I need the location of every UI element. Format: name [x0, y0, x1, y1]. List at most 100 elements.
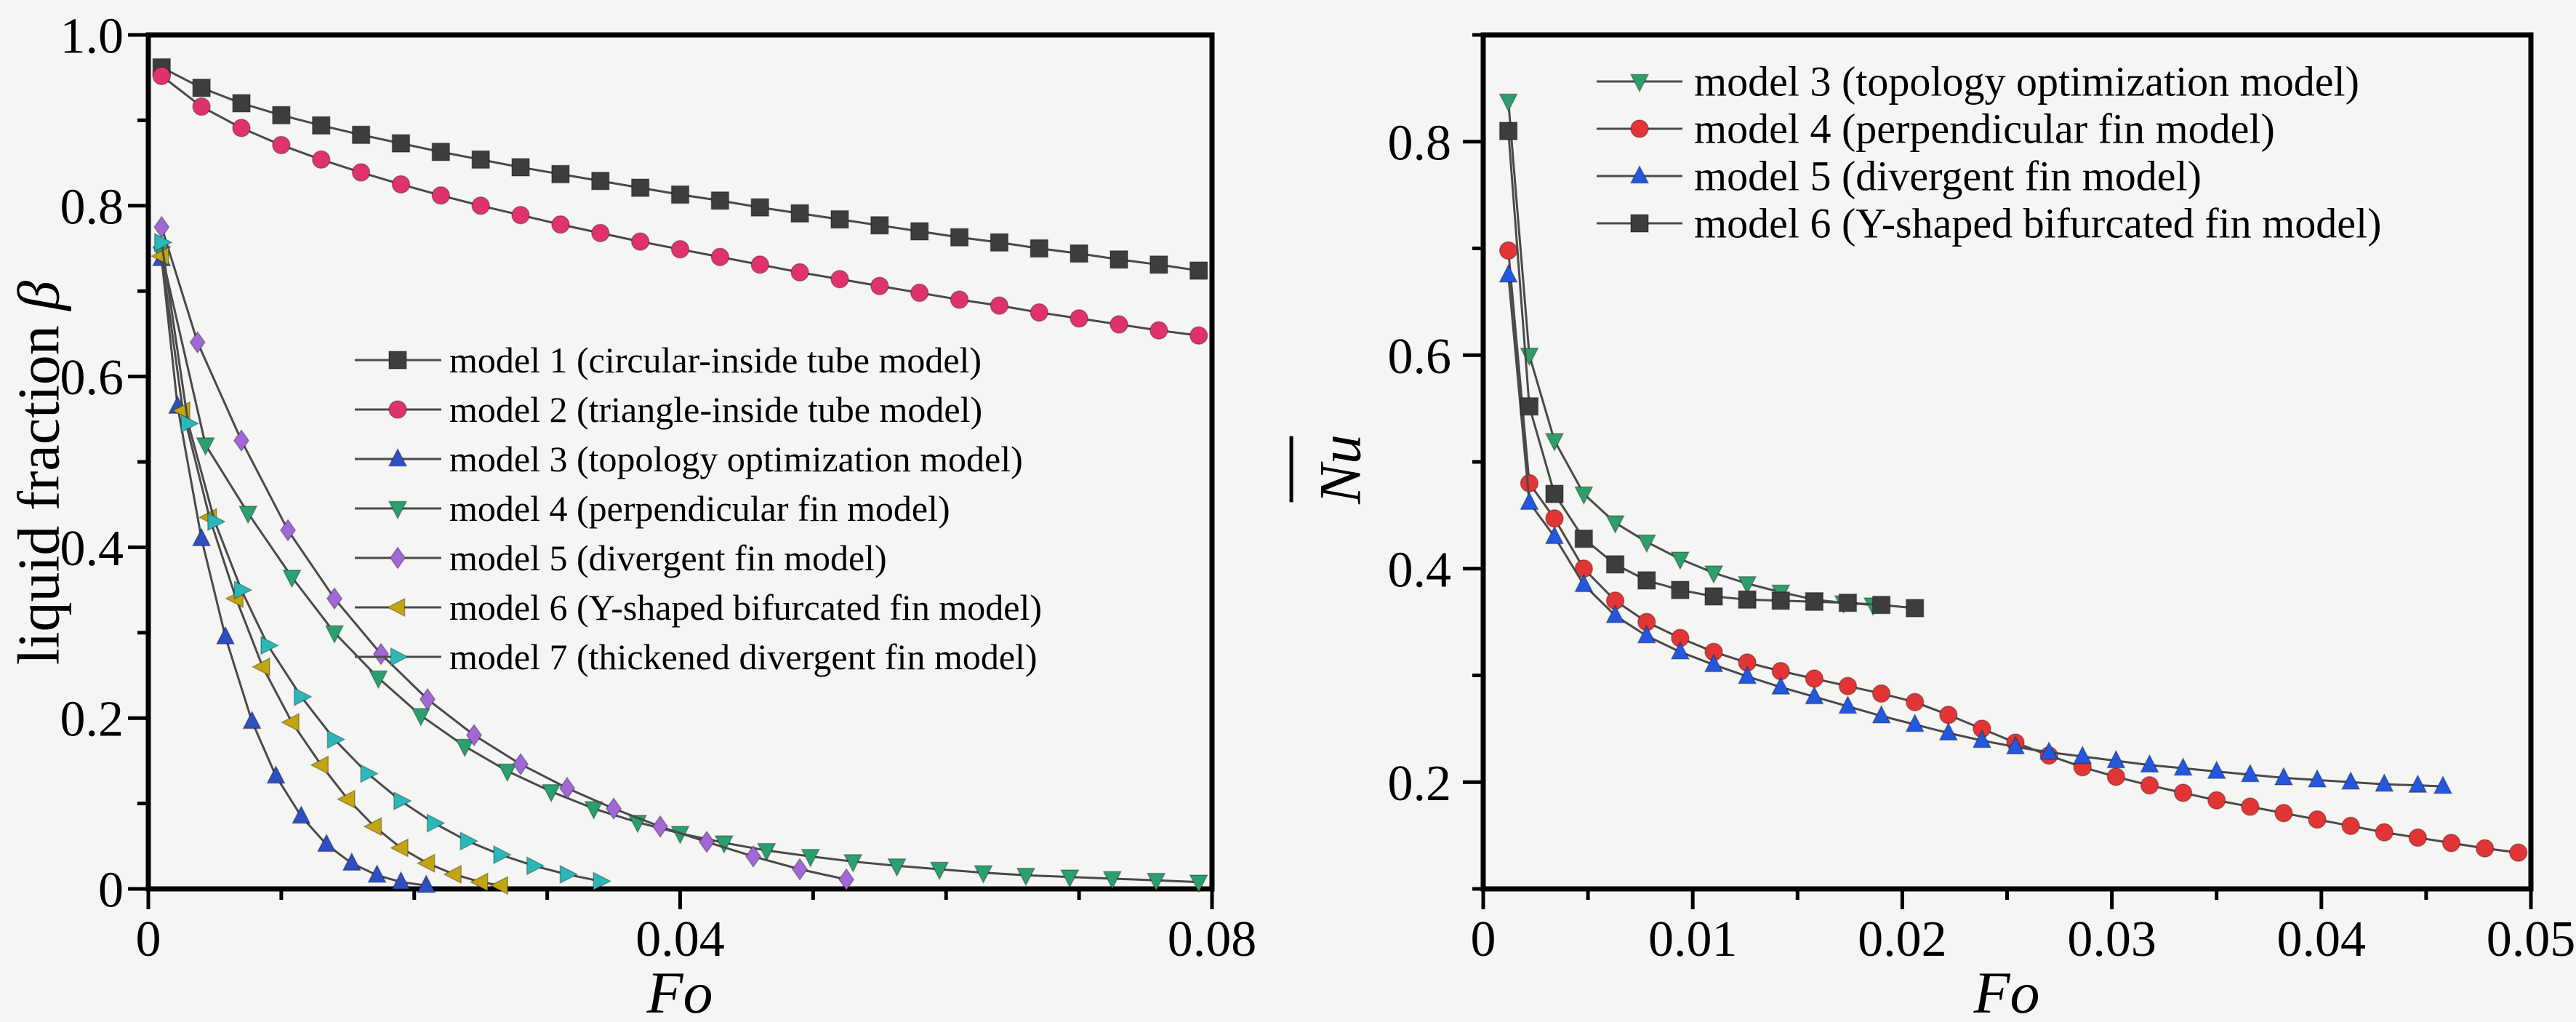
- legend-marker: [388, 400, 407, 419]
- data-point-marker: [698, 830, 715, 854]
- data-point-marker: [342, 852, 362, 871]
- data-point-marker: [1737, 665, 1757, 684]
- legend-label: model 1 (circular-inside tube model): [449, 340, 982, 380]
- data-point-marker: [974, 865, 993, 885]
- data-point-marker: [2341, 816, 2360, 836]
- data-point-marker: [279, 519, 297, 542]
- data-point-marker: [1498, 93, 1518, 113]
- data-point-marker: [326, 730, 346, 749]
- data-point-marker: [791, 858, 808, 881]
- data-point-marker: [272, 135, 291, 155]
- data-point-marker: [1738, 590, 1757, 610]
- data-point-marker: [2005, 735, 2026, 755]
- data-point-marker: [1016, 867, 1036, 887]
- data-point-marker: [541, 783, 561, 803]
- series-4: [1498, 121, 1925, 618]
- data-point-marker: [1189, 874, 1208, 894]
- data-point-marker: [790, 204, 809, 223]
- data-point-marker: [584, 801, 603, 821]
- data-point-marker: [2039, 740, 2059, 760]
- data-point-marker: [1805, 685, 1824, 705]
- data-point-marker: [471, 150, 490, 169]
- data-point-marker: [990, 233, 1009, 252]
- data-point-marker: [1544, 433, 1565, 452]
- data-point-marker: [1871, 595, 1891, 615]
- data-point-marker: [1805, 592, 1824, 611]
- legend-marker: [389, 546, 406, 570]
- data-point-marker: [1498, 241, 1518, 260]
- data-point-marker: [192, 97, 211, 116]
- data-point-marker: [2408, 828, 2428, 847]
- data-point-marker: [1737, 575, 1757, 595]
- data-point-marker: [630, 232, 650, 251]
- data-point-marker: [2106, 767, 2126, 786]
- data-point-marker: [1939, 706, 1958, 724]
- data-point-marker: [391, 134, 411, 153]
- data-point-marker: [1838, 695, 1858, 714]
- data-point-marker: [2207, 791, 2226, 810]
- y-tick-label: 0.2: [1388, 756, 1452, 812]
- y-tick-label: 0.8: [1388, 115, 1452, 171]
- data-point-marker: [351, 163, 371, 182]
- data-point-marker: [326, 587, 343, 610]
- data-point-marker: [887, 858, 907, 877]
- data-point-marker: [1704, 565, 1724, 585]
- data-point-marker: [471, 196, 490, 215]
- legend-marker: [388, 351, 407, 370]
- data-point-marker: [2274, 766, 2294, 786]
- legend-marker: [1630, 214, 1649, 233]
- series-7: [153, 233, 612, 891]
- liquid-fraction-vs-fo: 0 0.04 0.08 0 0.2 0.4 0.6 0.8 1.0 Fo liquid fracti…: [6, 9, 1257, 1022]
- data-point-marker: [1671, 580, 1690, 599]
- data-point-marker: [512, 752, 529, 776]
- x-axis-label: Fo: [646, 959, 713, 1022]
- data-point-marker: [419, 687, 436, 711]
- data-point-marker: [460, 831, 479, 851]
- data-point-marker: [2408, 774, 2428, 794]
- data-point-marker: [670, 239, 690, 259]
- svg-text:liquid fraction β: liquid fraction β: [6, 281, 72, 665]
- data-point-marker: [526, 856, 545, 876]
- data-point-marker: [369, 670, 388, 690]
- data-point-marker: [551, 215, 570, 234]
- x-tick-label: 0.03: [2067, 911, 2156, 967]
- data-point-marker: [2140, 754, 2159, 773]
- series-line: [160, 226, 847, 881]
- data-point-marker: [272, 105, 291, 125]
- series-line: [1507, 250, 2519, 854]
- data-point-marker: [465, 723, 483, 747]
- data-point-marker: [281, 712, 300, 732]
- data-point-marker: [260, 636, 280, 655]
- data-point-marker: [493, 845, 513, 865]
- data-point-marker: [1905, 599, 1925, 618]
- x-axis-label: Fo: [1973, 959, 2039, 1022]
- series-line: [1507, 275, 2444, 788]
- legend-marker: [1630, 119, 1649, 138]
- data-point-marker: [511, 158, 530, 177]
- data-point-marker: [870, 216, 889, 235]
- data-point-marker: [910, 283, 929, 303]
- legend-marker: [390, 647, 409, 667]
- data-point-marker: [1905, 692, 1925, 711]
- data-point-marker: [390, 838, 409, 858]
- data-point-marker: [1149, 321, 1168, 340]
- data-point-marker: [591, 172, 610, 191]
- data-point-marker: [2375, 773, 2394, 792]
- data-point-marker: [391, 871, 411, 890]
- y-axis-label: liquid fraction β: [6, 281, 72, 665]
- x-tick-label: 0.08: [1168, 911, 1257, 967]
- data-point-marker: [2508, 843, 2528, 862]
- data-point-marker: [1871, 704, 1891, 724]
- data-point-marker: [416, 853, 436, 874]
- data-point-marker: [1605, 515, 1625, 535]
- data-point-marker: [745, 845, 762, 869]
- data-point-marker: [710, 191, 730, 210]
- series-1: [152, 57, 1208, 280]
- y-tick-label: 0.6: [60, 350, 124, 406]
- data-point-marker: [153, 233, 173, 252]
- svg-text:Nu: Nu: [1307, 434, 1373, 505]
- x-tick-label: 0.05: [2487, 911, 2576, 967]
- data-point-marker: [1637, 534, 1657, 554]
- data-point-marker: [1545, 509, 1564, 528]
- data-point-marker: [870, 276, 889, 295]
